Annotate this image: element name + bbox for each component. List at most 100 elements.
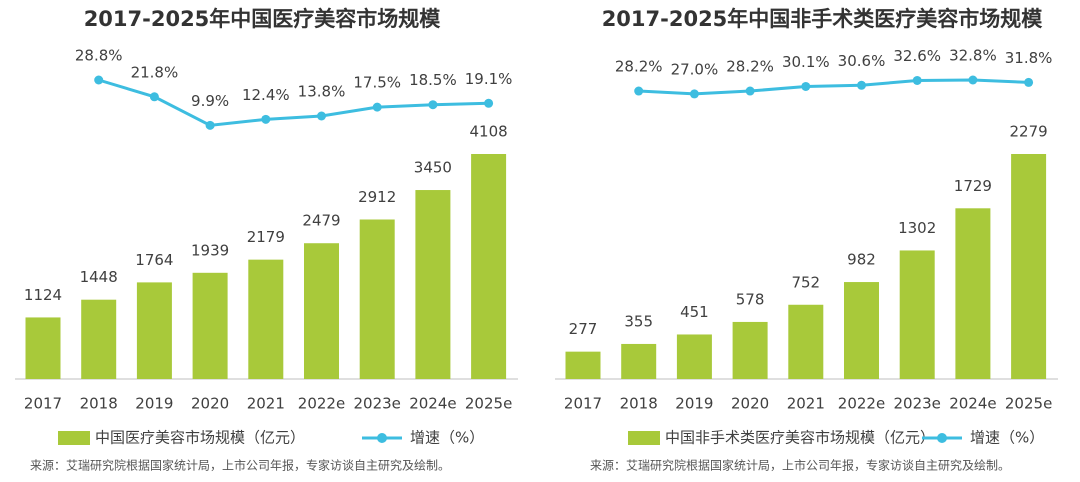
x-tick-label: 2024e [949,395,996,413]
source-note: 来源：艾瑞研究院根据国家统计局，上市公司年报，专家访谈自主研究及绘制。 [590,458,1010,473]
growth-label: 12.4% [242,86,290,104]
growth-point [968,75,978,85]
bar [899,250,935,379]
bar-value-label: 277 [569,320,598,338]
bar-value-label: 578 [736,290,765,308]
bar-value-label: 752 [791,273,820,291]
bar [732,321,768,379]
bar-value-label: 1764 [135,251,173,269]
x-tick-label: 2020 [191,395,229,413]
x-tick-label: 2017 [564,395,602,413]
growth-label: 30.1% [782,53,830,71]
chart-title: 2017-2025年中国医疗美容市场规模 [84,7,442,31]
x-tick-label: 2022e [298,395,345,413]
x-tick-label: 2018 [80,395,118,413]
growth-label: 21.8% [131,63,179,81]
growth-label: 18.5% [409,71,457,89]
growth-label: 28.8% [75,47,123,65]
bar [415,190,451,379]
growth-point [745,86,755,96]
chart-title: 2017-2025年中国非手术类医疗美容市场规模 [602,7,1044,31]
growth-label: 28.2% [615,58,663,76]
bar-value-label: 451 [680,303,709,321]
growth-line [98,78,489,127]
bar-value-label: 4108 [470,123,508,141]
growth-point [857,80,866,90]
legend-bar-swatch [58,431,90,445]
legend-line-dot [377,433,387,443]
growth-point [428,100,438,110]
growth-point [1024,77,1034,87]
bar-value-label: 2479 [302,212,340,230]
growth-label: 9.9% [191,92,229,110]
growth-point [484,98,494,108]
bar [136,282,172,379]
bar [1011,154,1047,379]
bar [248,259,284,379]
growth-point [801,81,811,91]
growth-point [205,120,215,130]
growth-label: 27.0% [671,60,719,78]
x-tick-label: 2021 [247,395,285,413]
legend-label: 增速（%） [410,429,484,447]
x-tick-label: 2020 [731,395,769,413]
bar [304,243,339,379]
x-tick-label: 2021 [787,395,825,413]
x-tick-label: 2024e [409,395,456,413]
bar [955,208,991,379]
x-tick-label: 2019 [675,395,713,413]
bar [788,304,824,379]
bar [471,154,507,379]
x-tick-label: 2022e [838,395,885,413]
x-tick-label: 2017 [24,395,62,413]
bar-value-label: 2279 [1010,123,1048,141]
bar-value-label: 2179 [247,228,285,246]
growth-label: 13.8% [298,83,346,101]
growth-point [634,86,644,96]
legend-label: 中国非手术类医疗美容市场规模（亿元） [665,429,935,447]
legend-label: 增速（%） [970,429,1044,447]
growth-point [689,89,699,99]
legend-label: 中国医疗美容市场规模（亿元） [95,429,305,447]
bar-value-label: 1939 [191,241,229,259]
x-tick-label: 2023e [353,395,400,413]
growth-point [912,75,922,85]
bar-value-label: 1302 [898,219,936,237]
growth-label: 19.1% [465,70,513,88]
x-tick-label: 2025e [1005,395,1052,413]
bar-value-label: 1729 [954,177,992,195]
bar [25,317,61,379]
growth-point [261,114,271,124]
bar-value-label: 982 [847,251,876,269]
growth-point [149,92,159,102]
x-tick-label: 2023e [893,395,940,413]
x-tick-label: 2018 [620,395,658,413]
bar [565,351,601,379]
bar-value-label: 3450 [414,159,452,177]
growth-label: 28.2% [726,58,774,76]
growth-point [317,111,326,121]
bar-value-label: 2912 [358,188,396,206]
bar [676,334,712,379]
bar-value-label: 1448 [80,268,118,286]
growth-line [638,78,1029,96]
bar [192,272,228,379]
bar [621,343,657,379]
bar-value-label: 355 [624,312,653,330]
legend-bar-swatch [628,431,660,445]
bar [844,282,879,379]
growth-label: 32.8% [949,47,997,65]
bar-value-label: 1124 [24,286,62,304]
x-tick-label: 2019 [135,395,173,413]
growth-label: 30.6% [838,52,886,70]
growth-label: 31.8% [1005,49,1053,67]
source-note: 来源：艾瑞研究院根据国家统计局，上市公司年报，专家访谈自主研究及绘制。 [30,458,450,473]
bar [359,219,395,379]
growth-label: 17.5% [353,74,401,92]
growth-point [94,75,104,85]
x-tick-label: 2025e [465,395,512,413]
bar [81,299,117,379]
growth-point [372,102,382,112]
legend-line-dot [937,433,947,443]
